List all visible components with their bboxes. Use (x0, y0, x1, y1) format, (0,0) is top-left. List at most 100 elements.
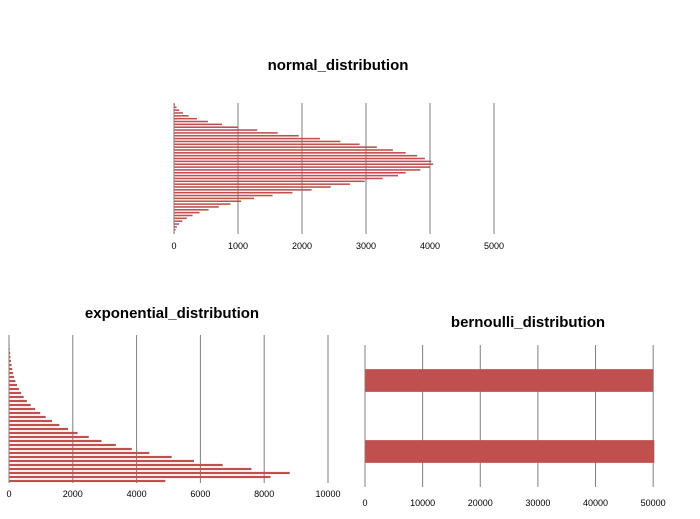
exponential-bar (9, 399, 27, 403)
exponential-bar (9, 411, 41, 415)
normal-bar (174, 143, 360, 146)
exponential-x-tick-label: 8000 (254, 489, 274, 499)
normal-chart-title: normal_distribution (268, 57, 409, 74)
exponential-bar (9, 367, 13, 371)
exponential-bar (9, 463, 223, 467)
normal-bar (174, 152, 406, 154)
exponential-bar (9, 351, 11, 355)
exponential-x-tick-label: 10000 (315, 489, 340, 499)
normal-bar (174, 211, 200, 214)
bernoulli-chart-x-ticks: 0 10000 20000 30000 40000 50000 (362, 498, 665, 508)
normal-bar (174, 223, 180, 225)
exponential-bar (9, 475, 271, 479)
exponential-bar (9, 467, 252, 471)
normal-bar (174, 171, 406, 174)
exponential-bar (9, 371, 14, 375)
normal-x-tick-label: 5000 (484, 241, 504, 251)
normal-bar (174, 217, 187, 220)
normal-bar (174, 126, 238, 128)
exponential-x-tick-label: 2000 (63, 489, 83, 499)
normal-x-tick-label: 3000 (356, 241, 376, 251)
exponential-bar (9, 451, 150, 455)
normal-bar (174, 137, 320, 140)
bernoulli-chart-bars (365, 369, 655, 463)
exponential-bar (9, 423, 60, 427)
exponential-bar (9, 419, 53, 423)
exponential-chart-grid (72, 335, 329, 483)
exponential-bar (9, 447, 132, 451)
exponential-chart-bars (9, 335, 290, 483)
normal-bar (174, 132, 278, 134)
exponential-bar (9, 479, 166, 483)
normal-bar (174, 206, 219, 208)
bernoulli-distribution-chart: bernoulli_distribution 0 10000 20000 30000 4… (362, 314, 665, 508)
exponential-chart-x-ticks: 0 2000 4000 6000 8000 10000 (6, 489, 340, 499)
normal-bar (174, 157, 425, 160)
normal-bar (174, 186, 331, 188)
normal-bar (174, 194, 273, 197)
bernoulli-bar (365, 369, 654, 392)
exponential-bar (9, 435, 89, 439)
normal-bar (174, 109, 180, 111)
normal-bar (174, 112, 183, 114)
normal-bar (174, 189, 312, 191)
exponential-bar (9, 471, 290, 475)
normal-x-tick-label: 1000 (228, 241, 248, 251)
normal-bar (174, 214, 193, 217)
exponential-bar (9, 359, 11, 363)
normal-distribution-chart: normal_distribution 0 1000 2000 3000 4000 500… (171, 57, 504, 251)
exponential-x-tick-label: 0 (6, 489, 11, 499)
exponential-bar (9, 379, 16, 383)
normal-bar (174, 226, 177, 228)
exponential-bar (9, 387, 19, 391)
exponential-bar (9, 383, 17, 387)
exponential-bar (9, 459, 195, 463)
normal-bar (174, 228, 176, 231)
normal-chart-bars (174, 103, 434, 234)
normal-bar (174, 117, 198, 120)
normal-bar (174, 166, 430, 168)
normal-x-tick-label: 0 (171, 241, 176, 251)
normal-bar (174, 160, 432, 163)
normal-bar (174, 220, 183, 222)
normal-bar (174, 140, 341, 143)
bernoulli-chart-grid (422, 345, 654, 487)
normal-bar (174, 180, 365, 183)
bernoulli-x-tick-label: 40000 (583, 498, 608, 508)
exponential-bar (9, 395, 24, 399)
exponential-x-tick-label: 4000 (127, 489, 147, 499)
normal-bar (174, 129, 258, 131)
normal-bar (174, 106, 177, 109)
normal-bar (174, 163, 434, 166)
bernoulli-x-tick-label: 50000 (641, 498, 666, 508)
normal-x-tick-label: 2000 (292, 241, 312, 251)
normal-bar (174, 197, 254, 200)
exponential-bar (9, 455, 172, 459)
bernoulli-chart-title: bernoulli_distribution (451, 314, 605, 331)
normal-bar (174, 169, 421, 171)
normal-bar (174, 120, 208, 123)
bernoulli-x-tick-label: 0 (362, 498, 367, 508)
bernoulli-x-tick-label: 20000 (468, 498, 493, 508)
exponential-bar (9, 415, 46, 419)
normal-bar (174, 209, 209, 211)
exponential-bar (9, 407, 36, 411)
exponential-bar (9, 427, 69, 431)
exponential-bar (9, 355, 11, 359)
normal-bar (174, 183, 350, 185)
exponential-bar (9, 431, 78, 435)
exponential-bar (9, 403, 31, 407)
normal-bar (174, 134, 299, 137)
bernoulli-bar (365, 440, 655, 463)
normal-bar (174, 177, 383, 180)
exponential-bar (9, 391, 22, 395)
normal-bar (174, 123, 222, 126)
normal-bar (174, 149, 393, 151)
bernoulli-x-tick-label: 10000 (410, 498, 435, 508)
normal-bar (174, 191, 293, 194)
normal-bar (174, 115, 189, 117)
exponential-bar (9, 363, 12, 367)
normal-bar (174, 200, 242, 203)
normal-chart-x-ticks: 0 1000 2000 3000 4000 5000 (171, 241, 504, 251)
